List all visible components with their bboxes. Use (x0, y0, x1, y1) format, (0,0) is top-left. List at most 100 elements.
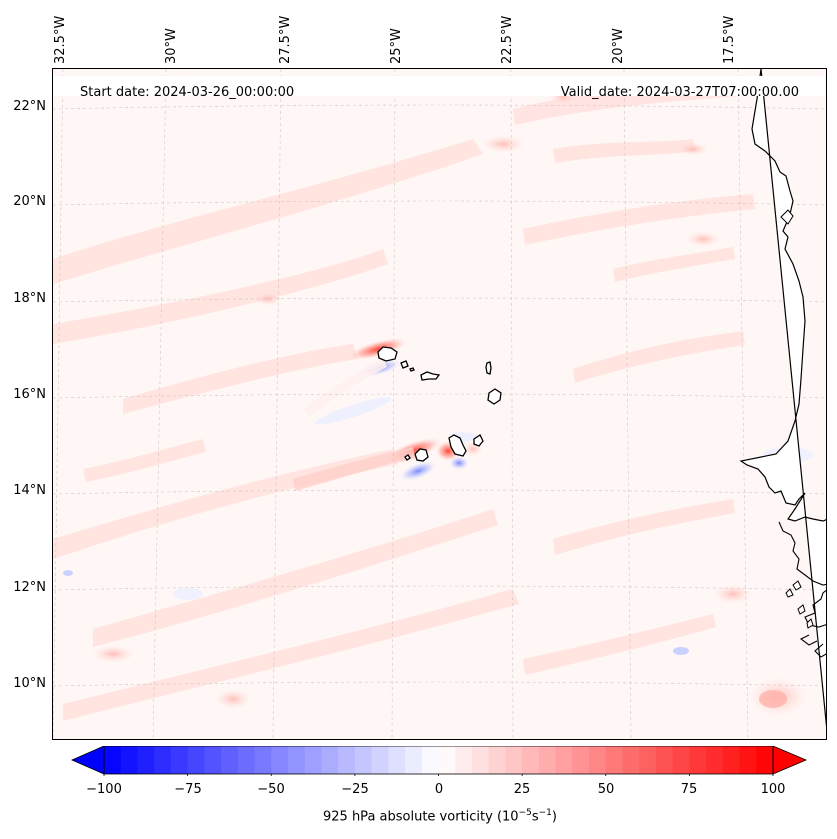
colorbar-segment (438, 746, 456, 774)
negative-patch (63, 570, 73, 576)
wake-streak (293, 447, 415, 491)
vorticity-blob (759, 690, 787, 708)
longitude-label: 17.5°W (722, 15, 737, 64)
start-date-label: Start date: 2024-03-26_00:00:00 (80, 85, 295, 100)
colorbar-segment (706, 746, 724, 774)
colorbar-tick-label: 75 (680, 782, 698, 797)
parallel-line (53, 585, 826, 591)
colorbar-segment (154, 746, 172, 774)
colorbar-segment (170, 746, 189, 774)
colorbar-segment (137, 746, 155, 774)
valid-date-label: Valid_date: 2024-03-27T07:00:00.00 (560, 85, 799, 100)
coast-detail (778, 521, 826, 586)
vorticity-band (53, 249, 388, 344)
colorbar-segment (756, 746, 774, 774)
meridian-line (272, 69, 282, 739)
colorbar-segment (338, 746, 356, 774)
colorbar-segment (655, 746, 674, 774)
colorbar-segment (104, 746, 122, 774)
colorbar-segment (589, 746, 607, 774)
colorbar-segment (237, 746, 256, 774)
coast-island (797, 604, 806, 615)
colorbar-segment (204, 746, 222, 774)
island-santo-antao (377, 346, 398, 362)
wake-red (348, 338, 408, 360)
colorbar-segment (120, 746, 139, 774)
meridian-line (623, 69, 632, 739)
colorbar-segment (722, 746, 741, 774)
island-maio (473, 434, 484, 447)
colorbar-segment (522, 746, 540, 774)
colorbar-title-end: ) (551, 809, 557, 825)
colorbar-segment (187, 746, 205, 774)
latitude-label: 14°N (13, 483, 46, 498)
colorbar-segment (254, 746, 272, 774)
parallel-line (53, 489, 826, 495)
vorticity-map[interactable] (53, 69, 827, 740)
colorbar-segment (455, 746, 473, 774)
vorticity-band (613, 247, 735, 282)
colorbar-segment (488, 746, 507, 774)
colorbar-segment (572, 746, 590, 774)
colorbar-ticks (103, 774, 774, 776)
meridian-line (53, 69, 64, 739)
coast-island (806, 618, 814, 629)
colorbar-segment (354, 746, 373, 774)
vorticity-band (553, 139, 695, 163)
island-sal (485, 361, 492, 375)
colorbar-title-main: 925 hPa absolute vorticity (10 (323, 809, 519, 825)
colorbar-tick-label: −25 (341, 782, 369, 797)
colorbar-segment (221, 746, 239, 774)
island-fogo (414, 448, 429, 462)
africa-landmass (739, 69, 826, 727)
negative-patch (673, 647, 689, 655)
vorticity-blob (481, 135, 525, 153)
parallel-line (53, 297, 826, 303)
longitude-label: 30°W (164, 28, 179, 64)
longitude-label: 25°W (389, 28, 404, 64)
longitude-label: 22.5°W (500, 15, 515, 64)
parallel-line (53, 104, 826, 110)
colorbar-segment (405, 746, 423, 774)
graticule (53, 69, 826, 739)
island-brava (404, 454, 411, 461)
colorbar-title-exponent: −1 (538, 808, 552, 818)
latitude-label: 20°N (13, 194, 46, 209)
colorbar-segment (739, 746, 757, 774)
colorbar-segment (371, 746, 389, 774)
latitude-label: 16°N (13, 387, 46, 402)
colorbar-tick-label: 0 (434, 782, 444, 797)
vorticity-band (123, 344, 358, 414)
vorticity-band (93, 509, 498, 647)
vorticity-band (573, 331, 745, 383)
longitude-label: 32.5°W (53, 15, 68, 64)
vorticity-band (523, 194, 755, 245)
colorbar-tick-label: −75 (174, 782, 202, 797)
colorbar-segment (605, 746, 624, 774)
colorbar-segment (321, 746, 339, 774)
parallel-line (53, 200, 826, 206)
colorbar-tick-label: 25 (513, 782, 531, 797)
coast-island (785, 588, 794, 598)
island-santiago (448, 434, 467, 457)
colorbar-title-unit: s (531, 809, 539, 825)
wake-blue (449, 456, 469, 470)
cape-verde-islands (377, 346, 502, 462)
parallel-line (53, 681, 826, 687)
vorticity-blob (254, 292, 282, 306)
colorbar (71, 746, 808, 776)
colorbar-segment (471, 746, 490, 774)
coast-detail (804, 589, 826, 628)
wake-streak (303, 359, 387, 417)
latitude-label: 18°N (13, 291, 46, 306)
map-panel[interactable]: Start date: 2024-03-26_00:00:00 Valid_da… (52, 68, 827, 740)
meridian-line (152, 69, 167, 739)
coast-detail (799, 634, 818, 646)
island-boa-vista (487, 388, 502, 405)
vorticity-blob (685, 231, 721, 247)
colorbar-segment (388, 746, 406, 774)
island-sao-nicolau (420, 371, 441, 381)
africa-small-islands (780, 209, 814, 629)
negative-patch (314, 397, 392, 425)
vorticity-blob (713, 584, 753, 604)
